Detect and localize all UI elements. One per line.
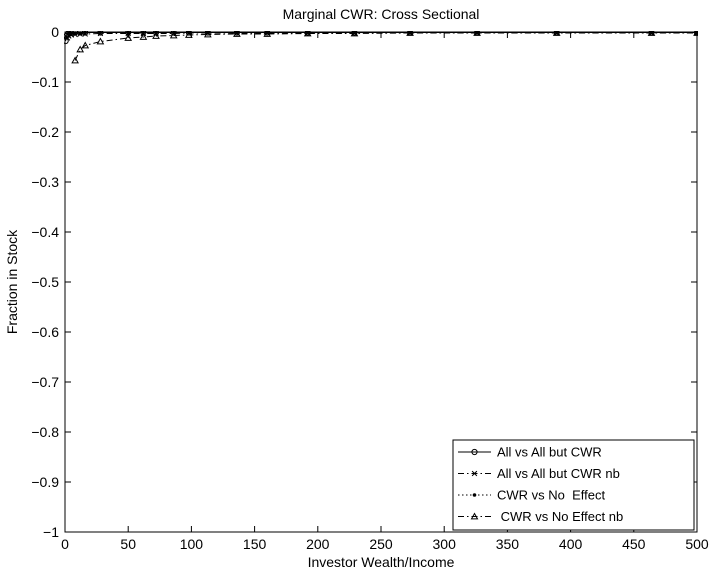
legend-entry: All vs All but CWR nb <box>458 466 620 481</box>
x-tick-label: 0 <box>61 536 69 552</box>
y-tick-label: −0.8 <box>31 424 59 440</box>
legend: All vs All but CWR All vs All but CWR nb C… <box>452 439 695 531</box>
x-axis: 0 50 100 150 200 250 300 350 400 450 500 <box>61 32 709 552</box>
data-point <box>98 31 103 35</box>
data-point <box>185 31 193 38</box>
data-point <box>73 31 77 35</box>
data-point <box>303 31 312 37</box>
y-tick-label: −0.3 <box>31 174 59 190</box>
x-tick-label: 50 <box>120 536 136 552</box>
legend-marker <box>471 470 478 477</box>
y-axis-label: Fraction in Stock <box>4 229 20 334</box>
x-tick-label: 300 <box>433 536 457 552</box>
legend-box <box>452 439 695 531</box>
series-4 <box>71 31 698 64</box>
series-layer <box>64 31 698 64</box>
data-point <box>473 31 481 36</box>
data-point <box>124 33 133 41</box>
legend-entry: CWR vs No Effect nb <box>458 509 623 524</box>
y-tick-label: −0.6 <box>31 324 59 340</box>
data-point <box>203 31 212 38</box>
data-point <box>76 45 85 53</box>
data-point <box>263 31 272 37</box>
y-tick-label: −0.7 <box>31 374 59 390</box>
x-tick-label: 100 <box>180 536 204 552</box>
x-tick-label: 400 <box>559 536 583 552</box>
y-tick-label: −0.9 <box>31 474 59 490</box>
x-tick-label: 150 <box>243 536 267 552</box>
data-point <box>170 31 177 36</box>
x-tick-label: 350 <box>496 536 520 552</box>
legend-label: CWR vs No Effect <box>497 488 606 503</box>
legend-entry: CWR vs No Effect <box>458 488 606 503</box>
data-point <box>69 31 74 35</box>
data-point <box>71 56 79 64</box>
y-tick-label: −0.1 <box>31 74 59 90</box>
data-point <box>96 37 105 45</box>
data-point <box>350 31 359 37</box>
data-point <box>81 41 90 49</box>
data-point <box>82 31 89 36</box>
data-point <box>141 31 146 35</box>
data-point <box>693 31 698 36</box>
legend-marker <box>471 448 478 456</box>
data-point <box>406 31 414 36</box>
legend-label: All vs All but CWR nb <box>497 466 620 481</box>
chart-title: Marginal CWR: Cross Sectional <box>283 6 480 22</box>
data-point <box>552 31 561 36</box>
data-point <box>169 31 178 39</box>
legend-marker <box>470 512 479 520</box>
x-axis-label: Investor Wealth/Income <box>308 554 455 570</box>
data-point <box>647 31 656 36</box>
y-tick-label: −0.5 <box>31 274 59 290</box>
legend-label: All vs All but CWR <box>497 445 602 460</box>
legend-label: CWR vs No Effect nb <box>497 509 623 524</box>
data-point <box>152 31 160 39</box>
data-point <box>126 31 130 35</box>
y-tick-label: −0.2 <box>31 124 59 140</box>
legend-entry: All vs All but CWR <box>458 445 602 460</box>
y-tick-label: 0 <box>51 24 59 40</box>
x-tick-label: 250 <box>369 536 393 552</box>
data-point <box>233 31 241 36</box>
y-tick-label: −1 <box>43 524 59 540</box>
y-tick-label: −0.4 <box>31 224 59 240</box>
data-point <box>78 31 82 35</box>
x-tick-label: 500 <box>685 536 709 552</box>
data-point <box>139 32 148 40</box>
y-axis: 0 −0.1 −0.2 −0.3 −0.4 −0.5 −0.6 −0.7 −0.8 −0.9 −1 <box>31 24 697 540</box>
x-tick-label: 200 <box>306 536 330 552</box>
data-point <box>233 31 241 37</box>
legend-marker <box>472 493 477 497</box>
x-tick-label: 450 <box>622 536 646 552</box>
data-point <box>83 31 88 35</box>
